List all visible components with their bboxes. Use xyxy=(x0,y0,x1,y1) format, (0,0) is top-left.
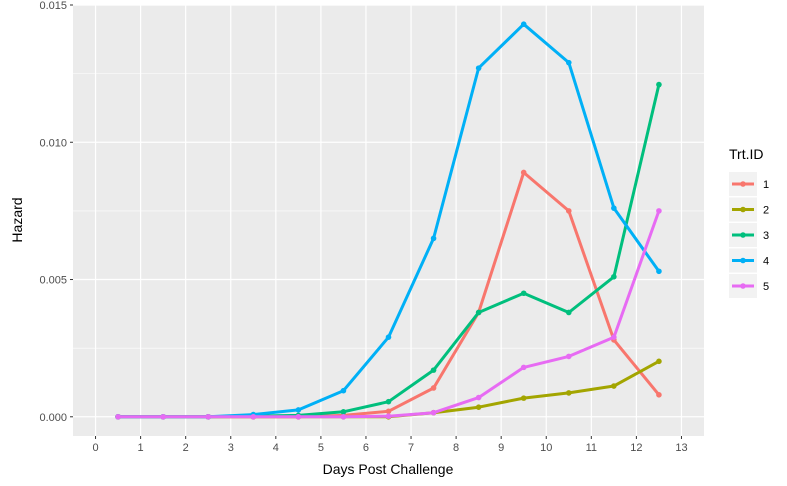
data-point-series-1 xyxy=(385,408,392,415)
data-point-series-5 xyxy=(611,334,617,340)
minor-gridlines xyxy=(73,73,704,349)
data-point-series-2 xyxy=(475,404,482,410)
series-lines xyxy=(115,21,662,420)
x-axis-ticks: 0 1 2 3 4 5 6 7 8 9 10 11 12 13 xyxy=(92,436,688,454)
data-point-series-3 xyxy=(565,309,572,316)
x-tick-label: 11 xyxy=(586,442,597,454)
data-point-series-2 xyxy=(565,390,572,396)
x-tick-label: 5 xyxy=(318,442,324,454)
data-point-series-5 xyxy=(520,364,527,371)
y-axis-ticks: 0.000 0.005 0.010 0.015 xyxy=(39,0,73,424)
legend-key-point-2 xyxy=(740,206,746,213)
data-point-series-3 xyxy=(656,81,662,88)
data-point-series-2 xyxy=(611,383,617,389)
y-tick-label: 0.010 xyxy=(39,137,67,149)
legend-key-point-4 xyxy=(740,257,746,264)
legend-label-5: 5 xyxy=(763,281,769,293)
legend-label-1: 1 xyxy=(763,179,769,191)
x-tick-label: 0 xyxy=(92,442,98,454)
data-point-series-2 xyxy=(520,395,527,401)
legend: Trt.ID 1 2 3 4 5 xyxy=(729,146,769,298)
data-point-series-4 xyxy=(295,407,302,413)
data-point-series-4 xyxy=(520,21,527,28)
legend-title: Trt.ID xyxy=(729,146,763,162)
x-axis-title: Days Post Challenge xyxy=(323,461,454,477)
data-point-series-1 xyxy=(430,385,437,391)
data-point-series-5 xyxy=(430,409,437,416)
x-tick-label: 8 xyxy=(453,442,459,454)
data-point-series-5 xyxy=(475,394,482,401)
data-point-series-1 xyxy=(656,392,662,398)
data-point-series-5 xyxy=(340,413,347,420)
data-point-series-3 xyxy=(611,273,617,280)
data-point-series-4 xyxy=(340,387,347,394)
plot-panel xyxy=(73,5,704,436)
y-tick-label: 0.000 xyxy=(39,412,67,424)
data-point-series-5 xyxy=(115,413,121,420)
data-point-series-3 xyxy=(520,290,527,297)
legend-key-point-5 xyxy=(740,283,746,289)
data-point-series-3 xyxy=(475,309,482,316)
legend-key-point-3 xyxy=(740,232,746,238)
data-point-series-4 xyxy=(656,268,662,275)
legend-label-2: 2 xyxy=(763,205,769,217)
x-tick-label: 3 xyxy=(228,442,234,454)
y-tick-label: 0.005 xyxy=(39,275,67,287)
legend-label-4: 4 xyxy=(763,256,769,268)
data-point-series-5 xyxy=(295,413,302,420)
data-point-series-4 xyxy=(611,205,617,211)
x-tick-label: 4 xyxy=(273,442,279,454)
x-tick-label: 13 xyxy=(675,442,687,454)
data-point-series-3 xyxy=(385,398,392,405)
data-point-series-3 xyxy=(430,367,437,373)
x-tick-label: 9 xyxy=(498,442,504,454)
data-point-series-5 xyxy=(656,208,662,214)
data-point-series-5 xyxy=(385,413,392,420)
x-tick-label: 1 xyxy=(138,442,144,454)
data-point-series-5 xyxy=(160,413,166,420)
data-point-series-4 xyxy=(385,334,392,340)
x-tick-label: 12 xyxy=(630,442,642,454)
data-point-series-5 xyxy=(565,353,572,360)
y-axis-title: Hazard xyxy=(9,197,25,242)
y-tick-label: 0.015 xyxy=(39,0,67,12)
data-point-series-5 xyxy=(205,413,212,420)
x-tick-label: 7 xyxy=(408,442,414,454)
x-tick-label: 6 xyxy=(363,442,369,454)
data-point-series-4 xyxy=(565,59,572,66)
data-point-series-1 xyxy=(520,169,527,176)
data-point-series-1 xyxy=(565,208,572,214)
x-tick-label: 2 xyxy=(183,442,189,454)
data-point-series-2 xyxy=(656,358,662,365)
legend-label-3: 3 xyxy=(763,230,769,242)
x-tick-label: 10 xyxy=(540,442,552,454)
data-point-series-4 xyxy=(430,235,437,242)
legend-key-point-1 xyxy=(740,181,746,187)
data-point-series-5 xyxy=(250,413,257,420)
data-point-series-4 xyxy=(475,65,482,71)
data-point-series-3 xyxy=(340,409,347,415)
